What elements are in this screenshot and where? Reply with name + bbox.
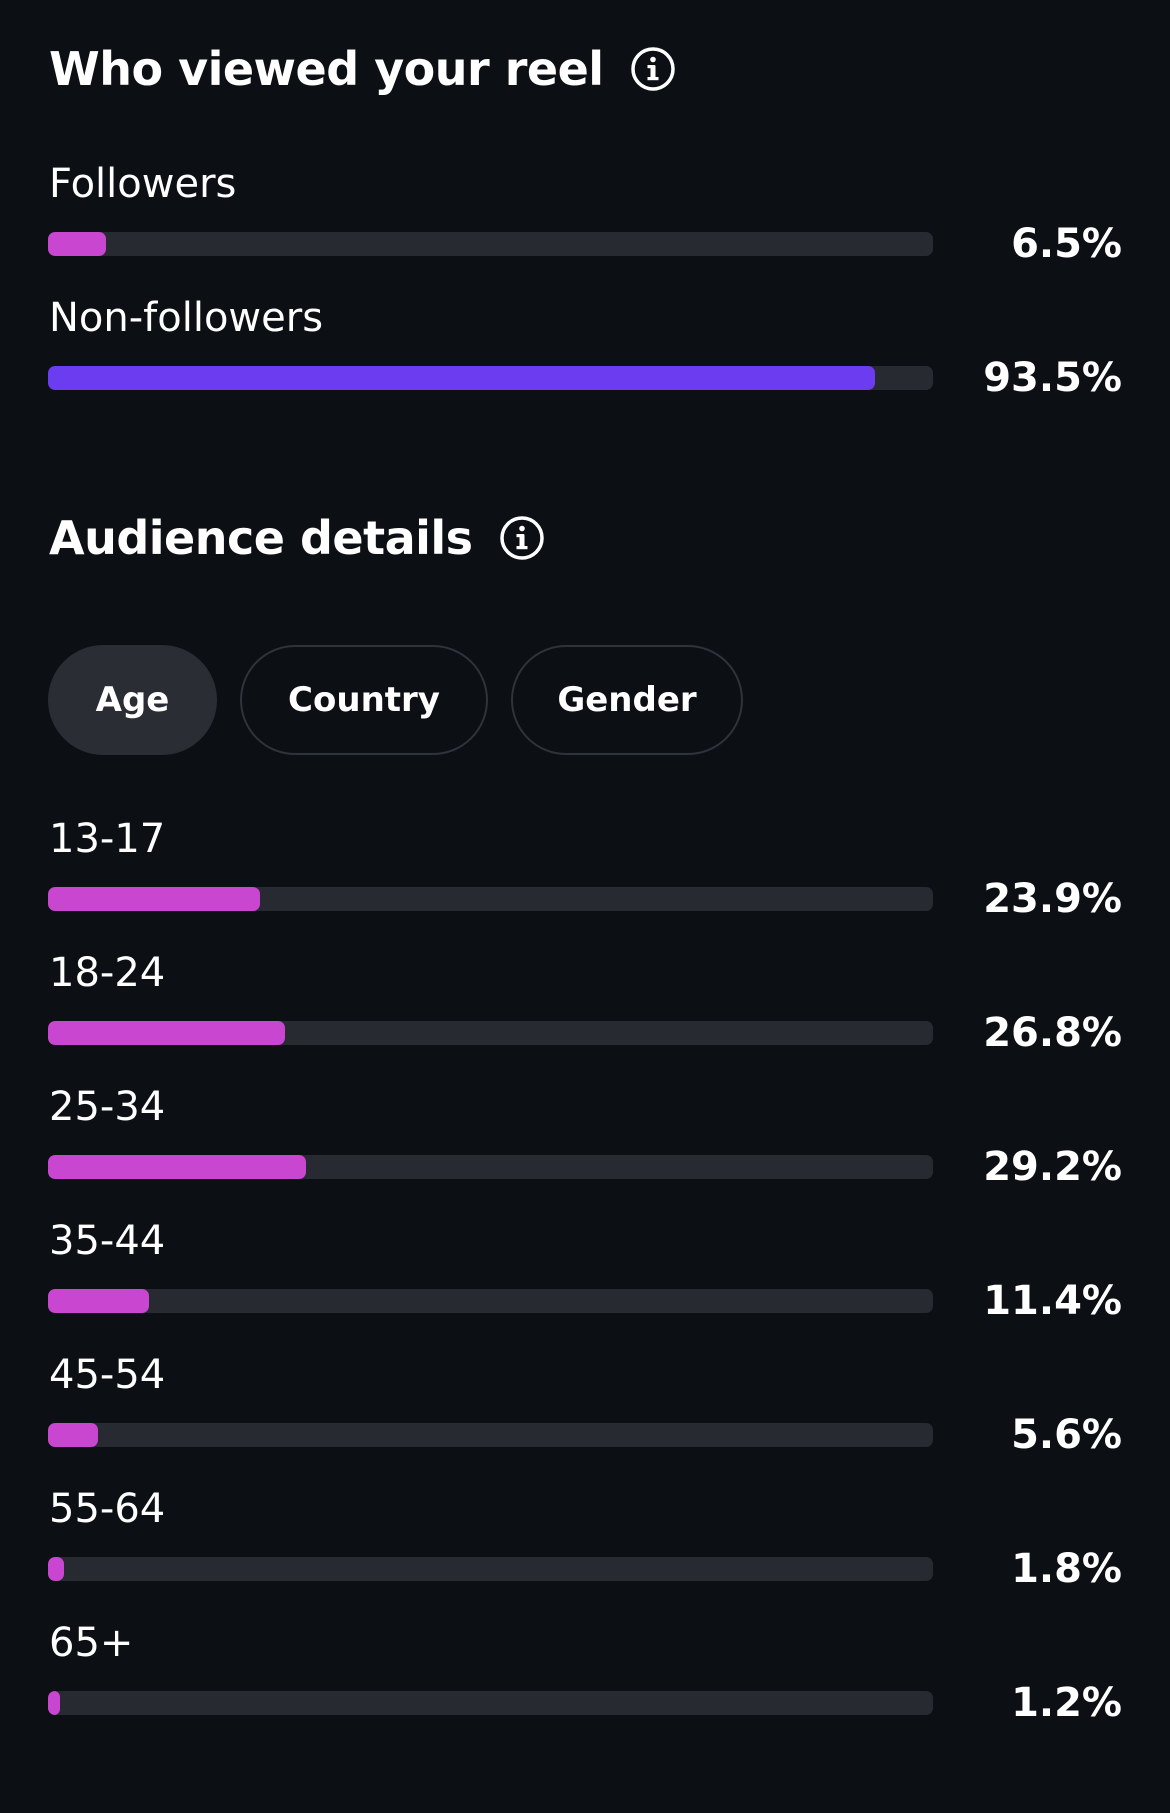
viewer-row-value: 6.5% xyxy=(1011,221,1122,267)
age-row-label: 65+ xyxy=(49,1620,134,1666)
age-bar-fill xyxy=(48,1557,64,1581)
tab-age[interactable]: Age xyxy=(48,645,217,755)
age-bar-fill xyxy=(48,1021,286,1045)
info-icon[interactable] xyxy=(630,46,676,92)
age-row-value: 23.9% xyxy=(983,876,1122,922)
viewer-row-followers: Followers 6.5% xyxy=(48,160,1122,280)
viewer-row-non-followers: Non-followers 93.5% xyxy=(48,294,1122,414)
audience-section-header: Audience details xyxy=(49,511,545,565)
viewer-bar-fill xyxy=(48,366,876,390)
viewer-row-label: Non-followers xyxy=(49,295,324,341)
audience-tabs: Age Country Gender xyxy=(48,645,743,755)
age-bar-track xyxy=(48,1289,933,1313)
audience-section-title: Audience details xyxy=(49,511,473,565)
viewer-bar-track xyxy=(48,232,933,256)
age-row-value: 11.4% xyxy=(983,1278,1122,1324)
age-bar-fill xyxy=(48,1155,307,1179)
viewer-row-label: Followers xyxy=(49,161,237,207)
age-row-35-44: 35-44 11.4% xyxy=(48,1217,1122,1337)
tab-country[interactable]: Country xyxy=(240,645,488,755)
age-row-label: 25-34 xyxy=(49,1084,166,1130)
viewers-section-header: Who viewed your reel xyxy=(49,42,676,96)
age-bar-track xyxy=(48,1423,933,1447)
age-row-label: 18-24 xyxy=(49,950,166,996)
age-bar-track xyxy=(48,887,933,911)
age-row-value: 26.8% xyxy=(983,1010,1122,1056)
viewer-row-value: 93.5% xyxy=(983,355,1122,401)
age-row-18-24: 18-24 26.8% xyxy=(48,949,1122,1069)
age-row-label: 55-64 xyxy=(49,1486,166,1532)
age-bar-track xyxy=(48,1155,933,1179)
age-row-value: 1.8% xyxy=(1011,1546,1122,1592)
age-row-value: 5.6% xyxy=(1011,1412,1122,1458)
info-icon[interactable] xyxy=(499,515,545,561)
age-row-value: 29.2% xyxy=(983,1144,1122,1190)
viewers-section-title: Who viewed your reel xyxy=(49,42,604,96)
age-bar-track xyxy=(48,1691,933,1715)
age-bar-fill xyxy=(48,1289,149,1313)
age-row-55-64: 55-64 1.8% xyxy=(48,1485,1122,1605)
age-bar-track xyxy=(48,1557,933,1581)
age-bar-track xyxy=(48,1021,933,1045)
age-row-label: 45-54 xyxy=(49,1352,166,1398)
viewer-bar-track xyxy=(48,366,933,390)
age-bar-fill xyxy=(48,887,260,911)
age-row-45-54: 45-54 5.6% xyxy=(48,1351,1122,1471)
age-row-65-plus: 65+ 1.2% xyxy=(48,1619,1122,1739)
age-bar-fill xyxy=(48,1423,98,1447)
viewer-bar-fill xyxy=(48,232,106,256)
age-row-label: 13-17 xyxy=(49,816,166,862)
age-bar-fill xyxy=(48,1691,60,1715)
age-row-13-17: 13-17 23.9% xyxy=(48,815,1122,935)
tab-gender[interactable]: Gender xyxy=(511,645,743,755)
age-row-25-34: 25-34 29.2% xyxy=(48,1083,1122,1203)
age-row-label: 35-44 xyxy=(49,1218,166,1264)
age-row-value: 1.2% xyxy=(1011,1680,1122,1726)
